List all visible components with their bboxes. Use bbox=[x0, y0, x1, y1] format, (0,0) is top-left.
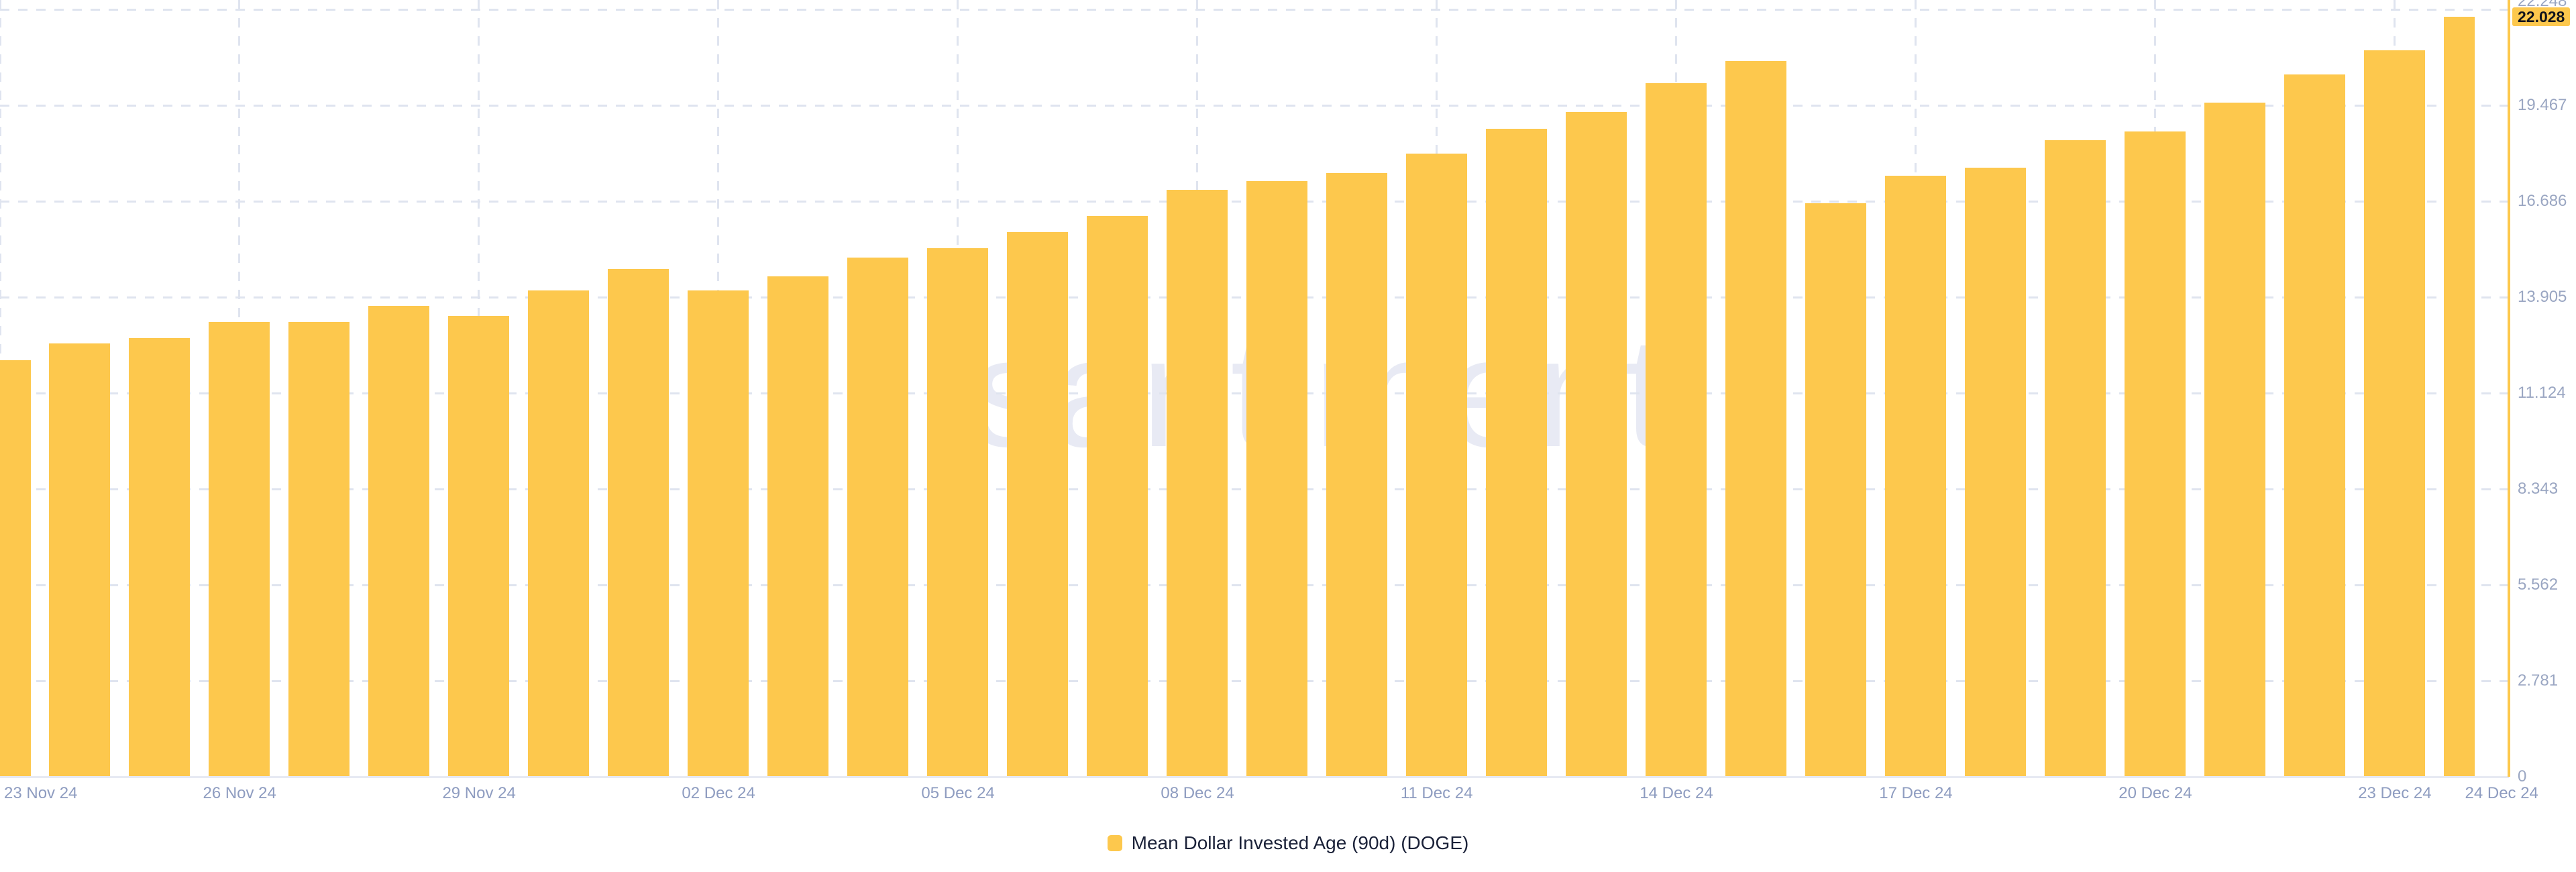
x-axis-label: 20 Dec 24 bbox=[2118, 784, 2192, 802]
x-axis-label: 02 Dec 24 bbox=[682, 784, 755, 802]
x-axis-label: 05 Dec 24 bbox=[921, 784, 995, 802]
bar-27-Nov-24[interactable] bbox=[288, 321, 350, 777]
bar-18-Dec-24[interactable] bbox=[1965, 168, 2027, 777]
bar-26-Nov-24[interactable] bbox=[209, 322, 270, 777]
bar-17-Dec-24[interactable] bbox=[1885, 176, 1947, 777]
x-axis-baseline bbox=[0, 776, 2509, 778]
bar-29-Nov-24[interactable] bbox=[448, 315, 510, 777]
bar-19-Dec-24[interactable] bbox=[2045, 140, 2106, 777]
bar-24-Nov-24[interactable] bbox=[49, 343, 111, 777]
bar-23-Dec-24[interactable] bbox=[2364, 50, 2426, 777]
y-axis-label: 11.124 bbox=[2518, 384, 2566, 402]
legend[interactable]: Mean Dollar Invested Age (90d) (DOGE) bbox=[0, 832, 2576, 854]
y-axis-label: 8.343 bbox=[2518, 480, 2559, 498]
bar-20-Dec-24[interactable] bbox=[2125, 131, 2186, 777]
x-axis-label: 11 Dec 24 bbox=[1400, 784, 1473, 802]
y-axis-label: 19.467 bbox=[2518, 96, 2567, 114]
y-axis-label: 0 bbox=[2518, 767, 2527, 785]
legend-swatch-icon bbox=[1107, 835, 1122, 851]
bar-13-Dec-24[interactable] bbox=[1566, 112, 1627, 777]
bar-09-Dec-24[interactable] bbox=[1246, 180, 1308, 777]
bar-23-Nov-24[interactable] bbox=[0, 360, 31, 777]
x-axis-label: 08 Dec 24 bbox=[1161, 784, 1234, 802]
x-axis-label: 23 Nov 24 bbox=[4, 784, 78, 802]
bar-10-Dec-24[interactable] bbox=[1326, 173, 1388, 777]
last-value-badge: 22.028 bbox=[2512, 7, 2571, 26]
plot-area: santiment. bbox=[0, 0, 2509, 777]
x-axis-label: 23 Dec 24 bbox=[2358, 784, 2432, 802]
y-axis-label: 5.562 bbox=[2518, 576, 2559, 594]
y-axis-label: 13.905 bbox=[2518, 288, 2567, 306]
bar-21-Dec-24[interactable] bbox=[2204, 102, 2266, 777]
x-axis-label: 17 Dec 24 bbox=[1879, 784, 1953, 802]
bar-15-Dec-24[interactable] bbox=[1725, 61, 1787, 777]
bar-25-Nov-24[interactable] bbox=[129, 338, 191, 777]
bar-24-Dec-24[interactable] bbox=[2444, 17, 2475, 777]
bar-28-Nov-24[interactable] bbox=[368, 305, 430, 777]
bar-04-Dec-24[interactable] bbox=[847, 257, 909, 777]
y-axis-label: 2.781 bbox=[2518, 671, 2559, 690]
bar-11-Dec-24[interactable] bbox=[1406, 153, 1468, 777]
bar-14-Dec-24[interactable] bbox=[1646, 83, 1707, 777]
bar-06-Dec-24[interactable] bbox=[1007, 231, 1069, 777]
bar-03-Dec-24[interactable] bbox=[767, 276, 829, 777]
bar-16-Dec-24[interactable] bbox=[1805, 203, 1867, 777]
x-axis-label: 24 Dec 24 bbox=[2465, 784, 2538, 802]
horizontal-gridline bbox=[0, 8, 2509, 11]
y-axis-label: 16.686 bbox=[2518, 192, 2567, 210]
x-axis-label: 26 Nov 24 bbox=[203, 784, 276, 802]
bar-05-Dec-24[interactable] bbox=[927, 248, 989, 777]
bar-08-Dec-24[interactable] bbox=[1167, 189, 1228, 777]
x-axis-label: 29 Nov 24 bbox=[442, 784, 516, 802]
horizontal-gridline bbox=[0, 104, 2509, 107]
legend-label: Mean Dollar Invested Age (90d) (DOGE) bbox=[1131, 832, 1469, 853]
bar-01-Dec-24[interactable] bbox=[608, 268, 669, 777]
y-axis-line bbox=[2508, 0, 2510, 777]
x-axis-label: 14 Dec 24 bbox=[1640, 784, 1713, 802]
bar-30-Nov-24[interactable] bbox=[528, 290, 590, 777]
bar-12-Dec-24[interactable] bbox=[1486, 128, 1548, 777]
bar-02-Dec-24[interactable] bbox=[688, 290, 749, 777]
bar-07-Dec-24[interactable] bbox=[1087, 216, 1148, 777]
bar-22-Dec-24[interactable] bbox=[2284, 74, 2346, 777]
